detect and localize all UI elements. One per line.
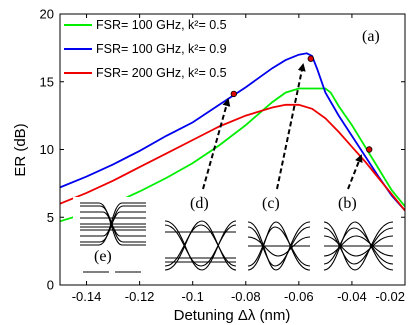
y-tick-label-3: 15: [40, 74, 54, 89]
eye-diagram-e: (e): [73, 197, 153, 281]
eye-label-d: (d): [190, 195, 209, 212]
eye-diagram-c: [245, 217, 313, 281]
x-tick-label-2: -0.1: [181, 289, 203, 304]
y-tick-label-2: 10: [40, 142, 54, 157]
x-tick-label-0: -0.14: [72, 289, 102, 304]
panel-label: (a): [362, 28, 380, 45]
x-tick-label-1: -0.12: [125, 289, 155, 304]
x-tick-label-5: -0.04: [337, 289, 367, 304]
legend-label-1: FSR= 100 GHz, k²= 0.9: [96, 42, 227, 56]
marker-point-1: [307, 55, 314, 62]
series-line-1: [60, 52, 405, 212]
eye-label-b: (b): [338, 195, 357, 212]
marker-layer: [230, 55, 373, 153]
marker-point-0: [230, 90, 237, 98]
y-tick-label-4: 20: [40, 7, 54, 22]
y-axis-label: ER (dB): [12, 123, 29, 176]
arrow-c: [276, 63, 306, 190]
marker-point-2: [366, 146, 373, 153]
eye-diagram-d: [162, 217, 238, 281]
eye-label-c: (c): [262, 195, 280, 212]
legend-box: [61, 15, 213, 87]
x-tick-label-6: -0.02: [375, 289, 405, 304]
x-tick-label-4: -0.06: [284, 289, 314, 304]
series-line-0: [60, 87, 405, 223]
eye-diagram-b: [320, 217, 396, 281]
legend-label-2: FSR= 200 GHz, k²= 0.5: [96, 66, 227, 80]
arrow-b: [347, 154, 363, 190]
legend-label-0: FSR= 100 GHz, k²= 0.5: [96, 18, 227, 32]
legend: FSR= 100 GHz, k²= 0.5 FSR= 100 GHz, k²= …: [61, 15, 227, 87]
y-tick-label-1: 5: [47, 210, 54, 225]
eye-label-e: (e): [94, 248, 112, 265]
ticks-layer: -0.14 -0.12 -0.1 -0.08 -0.06 -0.04 -0.02 0 5 10 15…: [40, 7, 406, 304]
x-tick-label-3: -0.08: [231, 289, 261, 304]
x-axis-label: Detuning Δλ (nm): [174, 307, 291, 324]
series-layer: [60, 52, 405, 223]
series-line-2: [60, 103, 405, 212]
y-tick-label-0: 0: [47, 278, 54, 293]
